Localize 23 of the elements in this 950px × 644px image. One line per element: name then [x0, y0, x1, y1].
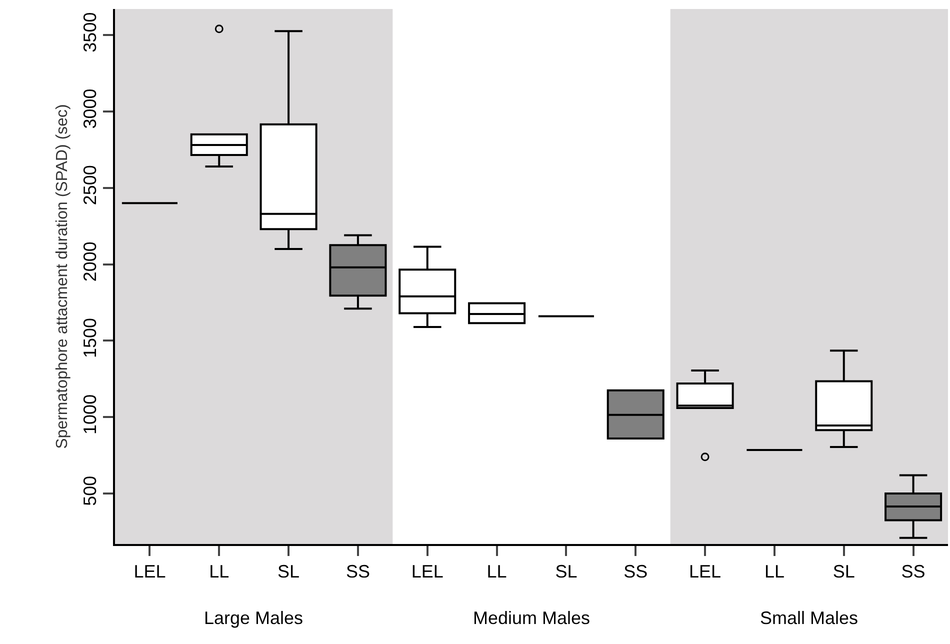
y-axis-title: Spermatophore attacment duration (SPAD) (sec) — [54, 104, 72, 449]
y-tick-label: 1500 — [80, 318, 100, 358]
x-tick-label: SS — [624, 562, 648, 582]
x-tick-label: SS — [346, 562, 370, 582]
x-tick-label: LL — [486, 562, 507, 582]
text: Medium Males — [473, 608, 590, 628]
x-tick-label: SL — [555, 562, 578, 582]
x-tick-label: LEL — [411, 562, 444, 582]
x-tick-label: SL — [278, 562, 300, 582]
x-tick-label: SS — [901, 562, 926, 582]
x-tick-label: LL — [209, 562, 230, 582]
y-tick-label: 2000 — [80, 242, 100, 282]
x-tick-label: LEL — [134, 562, 166, 582]
y-tick-label: 3500 — [80, 12, 100, 52]
text: Large Males — [204, 608, 304, 628]
text: Small Males — [760, 608, 858, 628]
y-tick-label: 2500 — [80, 165, 100, 206]
x-tick-label: LEL — [689, 562, 722, 582]
x-tick-label: SL — [832, 562, 855, 582]
y-tick-label: 1000 — [80, 394, 100, 434]
y-tick-label: 3000 — [80, 88, 100, 129]
y-tick-label: 500 — [80, 476, 100, 506]
x-tick-label: LL — [764, 562, 784, 582]
